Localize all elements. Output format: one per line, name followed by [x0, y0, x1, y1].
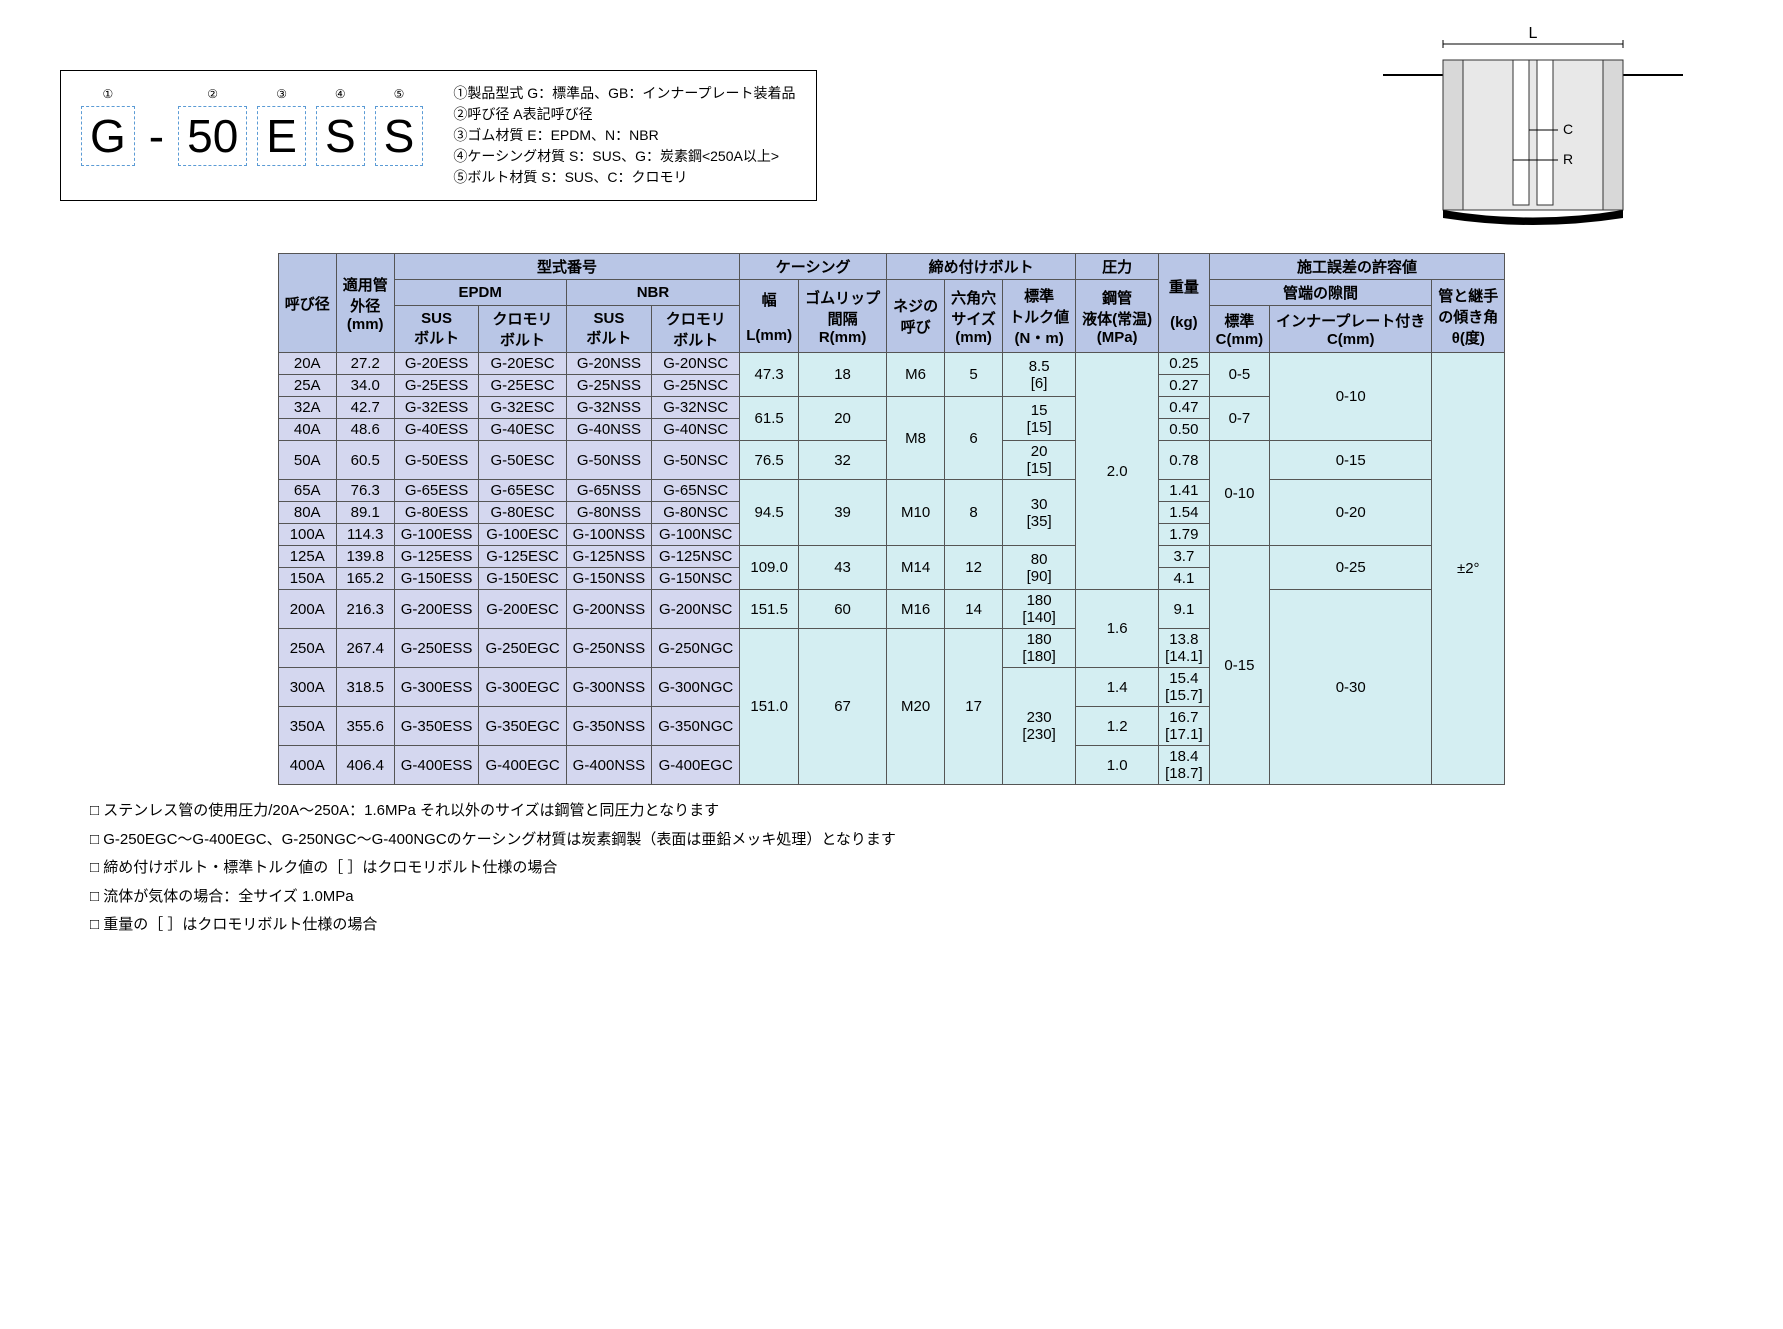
footnotes: □ ステンレス管の使用圧力/20A～250A：1.6MPa それ以外のサイズは鋼… — [90, 797, 1763, 940]
svg-text:R: R — [1563, 151, 1573, 167]
cross-section-diagram: L C R — [1383, 20, 1683, 233]
spec-table: 呼び径 適用管外径(mm) 型式番号 ケーシング 締め付けボルト 圧力 重量(k… — [278, 253, 1506, 785]
code-legend: ①製品型式 G：標準品、GB：インナープレート装着品 ②呼び径 A表記呼び径 ③… — [453, 83, 795, 188]
model-code-box: ①G - ②50 ③E ④S ⑤S ①製品型式 G：標準品、GB：インナープレー… — [60, 70, 817, 201]
svg-text:L: L — [1529, 25, 1538, 42]
svg-text:C: C — [1563, 121, 1573, 137]
model-letters: ①G - ②50 ③E ④S ⑤S — [81, 106, 423, 166]
